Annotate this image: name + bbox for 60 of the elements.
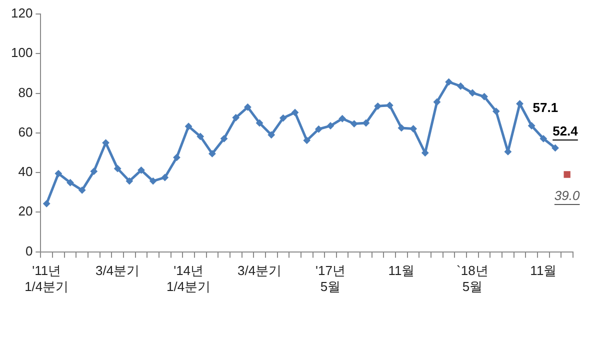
point <box>196 132 204 140</box>
x-tick-label: '11년 1/4분기 <box>24 263 69 294</box>
point <box>220 135 228 142</box>
y-tick-label: 20 <box>18 204 33 219</box>
point <box>315 126 322 133</box>
point <box>528 122 536 130</box>
data-label: 57.1 <box>532 100 558 116</box>
point <box>492 108 500 115</box>
point <box>268 131 275 138</box>
y-tick-label: 0 <box>25 243 33 258</box>
point <box>244 104 252 111</box>
x-tick-label: 11월 <box>388 263 415 278</box>
point <box>398 124 405 132</box>
x-tick-label: `18년 5월 <box>456 263 488 294</box>
y-tick-label: 80 <box>18 84 33 100</box>
point <box>90 168 98 175</box>
point <box>54 170 62 178</box>
point <box>78 186 86 194</box>
data-label: 39.0 <box>554 188 580 204</box>
y-tick-label: 100 <box>10 45 33 60</box>
x-tick-label: 3/4분기 <box>237 263 282 278</box>
point <box>292 108 299 116</box>
x-tick-label: '17년 5월 <box>316 263 346 294</box>
point <box>185 122 192 130</box>
x-tick-label: 11월 <box>530 263 557 278</box>
point <box>256 119 264 126</box>
point <box>564 171 570 178</box>
point <box>480 93 488 100</box>
point <box>303 136 310 144</box>
y-tick-label: 120 <box>10 6 33 21</box>
point <box>150 178 157 185</box>
point <box>350 120 358 128</box>
point <box>327 122 334 130</box>
point <box>445 78 452 86</box>
point <box>468 89 476 96</box>
data-label: 52.4 <box>552 124 579 139</box>
point <box>114 165 122 172</box>
point <box>457 82 464 90</box>
point <box>410 125 417 132</box>
point <box>362 119 370 126</box>
point <box>386 102 394 109</box>
y-tick-label: 60 <box>18 124 33 140</box>
point <box>161 174 168 181</box>
point <box>552 144 559 152</box>
point <box>102 139 110 146</box>
point <box>232 114 240 122</box>
point <box>173 154 180 161</box>
point <box>126 178 133 185</box>
point <box>66 179 74 186</box>
point <box>338 115 346 122</box>
point <box>43 200 50 208</box>
x-tick-label: 3/4분기 <box>96 263 140 278</box>
point <box>138 166 145 174</box>
point <box>374 102 382 110</box>
point <box>540 135 547 142</box>
x-tick-label: '14년 1/4분기 <box>166 263 211 294</box>
point <box>208 150 216 158</box>
y-tick-label: 40 <box>18 164 33 180</box>
point <box>433 98 440 106</box>
point <box>280 114 287 122</box>
